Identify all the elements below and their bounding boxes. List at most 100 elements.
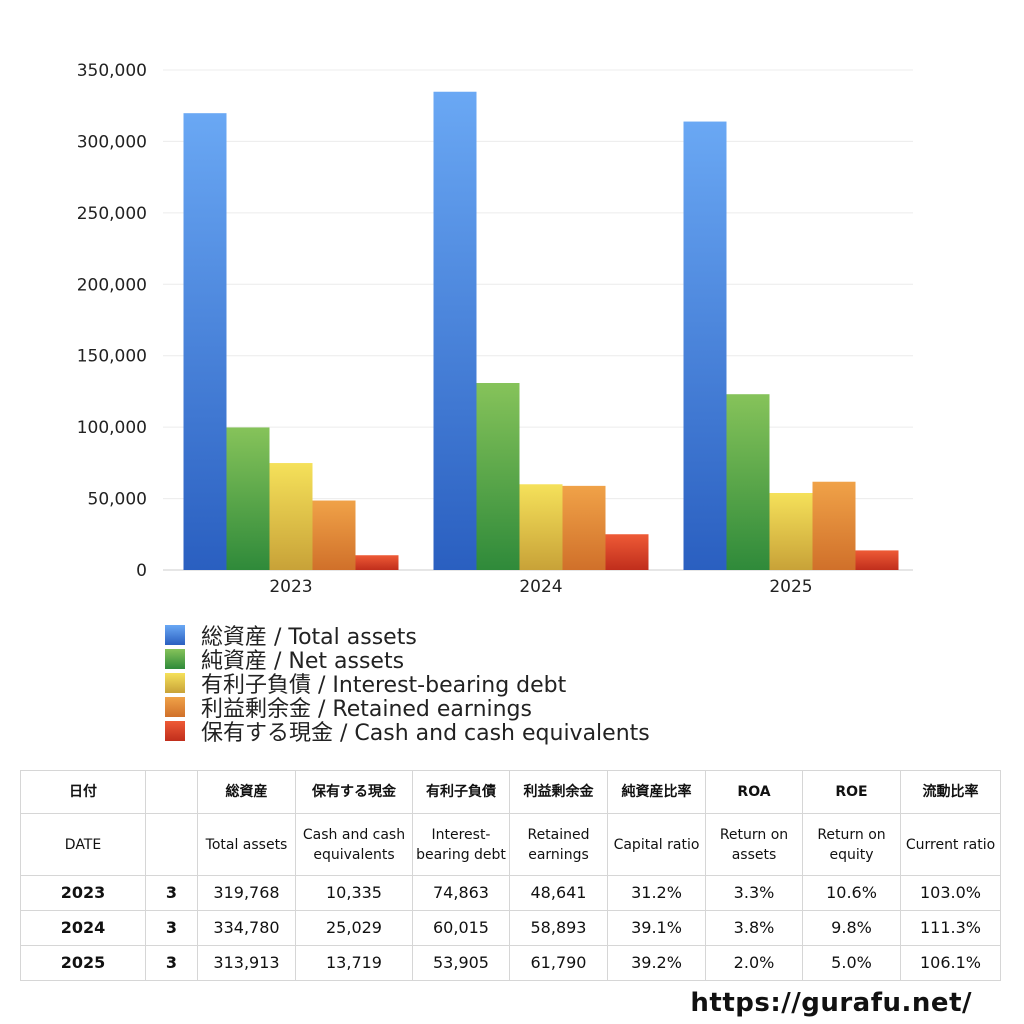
x-tick-label: 2025	[769, 577, 812, 597]
table-header-jp: 日付 総資産 保有する現金 有利子負債 利益剰余金 純資産比率 ROA ROE 流動比率	[20, 770, 1001, 814]
table-cell: 53,905	[412, 945, 510, 981]
y-tick-label: 250,000	[77, 204, 147, 224]
bar-chart: 0 50,000 100,000 150,000 200,000 250,000 300,0…	[77, 61, 913, 597]
table-cell: 106.1%	[900, 945, 1001, 981]
y-tick-label: 200,000	[77, 275, 147, 295]
bar	[269, 463, 313, 570]
table-cell: 10.6%	[802, 875, 901, 911]
table-cell: 334,780	[197, 910, 296, 946]
bar	[312, 500, 356, 570]
table-cell: 5.0%	[802, 945, 901, 981]
financial-metrics-table: 日付 総資産 保有する現金 有利子負債 利益剰余金 純資産比率 ROA ROE 流動比率 DATE…	[20, 770, 1001, 981]
table-cell: 39.1%	[607, 910, 706, 946]
bar	[769, 492, 813, 570]
table-cell	[145, 813, 198, 876]
table-cell	[145, 770, 198, 814]
table-cell: Return on assets	[705, 813, 803, 876]
y-tick-label: 150,000	[77, 347, 147, 367]
legend-label: 総資産 / Total assets	[201, 625, 417, 650]
table-cell: 48,641	[509, 875, 608, 911]
legend-swatch	[165, 673, 185, 693]
bar	[605, 534, 649, 570]
table-row: 2023 3 319,768 10,335 74,863 48,641 31.2% 3.3% 1…	[20, 875, 1001, 911]
table-cell: Current ratio	[900, 813, 1001, 876]
table-cell: 58,893	[509, 910, 608, 946]
y-tick-label: 0	[136, 561, 147, 581]
legend-item: 総資産 / Total assets	[165, 623, 650, 650]
table-cell: Capital ratio	[607, 813, 706, 876]
bar	[562, 485, 606, 570]
table-cell: 13,719	[295, 945, 413, 981]
x-tick-label: 2024	[519, 577, 562, 597]
table-cell: 10,335	[295, 875, 413, 911]
y-tick-label: 100,000	[77, 418, 147, 438]
table-cell: 3.8%	[705, 910, 803, 946]
y-tick-label: 50,000	[88, 490, 147, 510]
table-cell: ROE	[802, 770, 901, 814]
bar	[683, 121, 727, 570]
x-axis-ticks: 2023 2024 2025	[269, 577, 812, 597]
table-cell: 313,913	[197, 945, 296, 981]
table-cell: 31.2%	[607, 875, 706, 911]
legend-item: 有利子負債 / Interest-bearing debt	[165, 671, 650, 698]
table-cell: DATE	[20, 813, 146, 876]
bar	[855, 550, 899, 570]
legend-item: 利益剰余金 / Retained earnings	[165, 695, 650, 722]
legend-swatch	[165, 649, 185, 669]
table-header-en: DATE Total assets Cash and cash equivalent…	[20, 813, 1001, 876]
table-cell: 純資産比率	[607, 770, 706, 814]
bar	[183, 113, 227, 570]
legend-swatch	[165, 625, 185, 645]
table-cell: 有利子負債	[412, 770, 510, 814]
bar	[812, 481, 856, 570]
legend-label: 利益剰余金 / Retained earnings	[201, 697, 532, 722]
bar	[519, 484, 563, 570]
table-cell: Cash and cash equivalents	[295, 813, 413, 876]
x-tick-label: 2023	[269, 577, 312, 597]
table-cell: 3.3%	[705, 875, 803, 911]
chart-legend: 総資産 / Total assets 純資産 / Net assets 有利子負債 …	[165, 623, 650, 746]
table-cell: 3	[145, 910, 198, 946]
table-cell: Total assets	[197, 813, 296, 876]
bar	[433, 91, 477, 570]
table-cell: Return on equity	[802, 813, 901, 876]
table-cell: 103.0%	[900, 875, 1001, 911]
table-cell: 2025	[20, 945, 146, 981]
y-tick-label: 350,000	[77, 61, 147, 81]
bar	[726, 394, 770, 570]
bar	[476, 383, 520, 570]
table-cell: 25,029	[295, 910, 413, 946]
table-cell: 3	[145, 875, 198, 911]
table-cell: 39.2%	[607, 945, 706, 981]
legend-label: 有利子負債 / Interest-bearing debt	[201, 673, 567, 698]
table-cell: Retained earnings	[509, 813, 608, 876]
legend-item: 保有する現金 / Cash and cash equivalents	[165, 719, 650, 746]
table-cell: 利益剰余金	[509, 770, 608, 814]
table-cell: Interest-bearing debt	[412, 813, 510, 876]
table-row: 2024 3 334,780 25,029 60,015 58,893 39.1% 3.8% 9…	[20, 910, 1001, 946]
table-cell: 3	[145, 945, 198, 981]
y-axis-ticks: 0 50,000 100,000 150,000 200,000 250,000 300,0…	[77, 61, 147, 581]
table-cell: 60,015	[412, 910, 510, 946]
legend-swatch	[165, 697, 185, 717]
bar	[226, 427, 270, 570]
table-cell: 流動比率	[900, 770, 1001, 814]
table-cell: 74,863	[412, 875, 510, 911]
table-row: 2025 3 313,913 13,719 53,905 61,790 39.2% 2.0% 5…	[20, 945, 1001, 981]
bar	[355, 555, 399, 570]
site-url[interactable]: https://gurafu.net/	[690, 988, 972, 1018]
table-cell: 2.0%	[705, 945, 803, 981]
table-cell: 日付	[20, 770, 146, 814]
table-cell: 保有する現金	[295, 770, 413, 814]
y-tick-label: 300,000	[77, 132, 147, 152]
table-cell: 総資産	[197, 770, 296, 814]
table-cell: 319,768	[197, 875, 296, 911]
legend-item: 純資産 / Net assets	[165, 647, 650, 674]
bars	[183, 91, 899, 570]
table-cell: 111.3%	[900, 910, 1001, 946]
table-cell: 2023	[20, 875, 146, 911]
table-cell: ROA	[705, 770, 803, 814]
table-cell: 2024	[20, 910, 146, 946]
legend-label: 純資産 / Net assets	[201, 649, 405, 674]
legend-label: 保有する現金 / Cash and cash equivalents	[201, 721, 650, 746]
